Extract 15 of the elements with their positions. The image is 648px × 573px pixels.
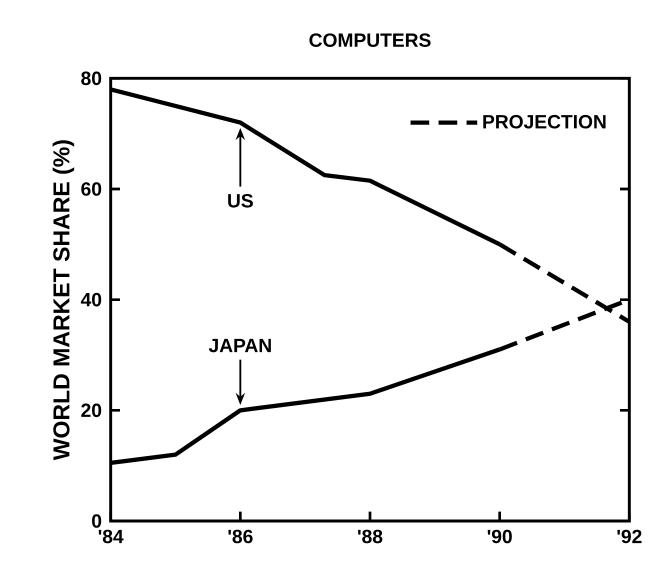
x-tick-label: '84	[98, 530, 124, 544]
chart-title: COMPUTERS	[309, 33, 431, 47]
y-tick-label: 20	[81, 404, 102, 418]
x-tick-label: '88	[358, 530, 382, 544]
y-tick-label: 80	[81, 72, 102, 86]
text: JAPAN	[208, 338, 271, 352]
y-tick-label: 40	[80, 292, 102, 306]
legend-label: PROJECTION	[483, 114, 606, 129]
x-tick-label: '90	[488, 530, 512, 544]
y-axis-title: WORLD MARKET SHARE (%)	[52, 140, 74, 460]
y-tick-label: 60	[81, 182, 102, 196]
text: US	[228, 194, 253, 208]
y-tick-label: 0	[92, 514, 102, 528]
x-tick-label: '86	[228, 530, 253, 544]
x-tick-label: '92	[617, 530, 642, 544]
